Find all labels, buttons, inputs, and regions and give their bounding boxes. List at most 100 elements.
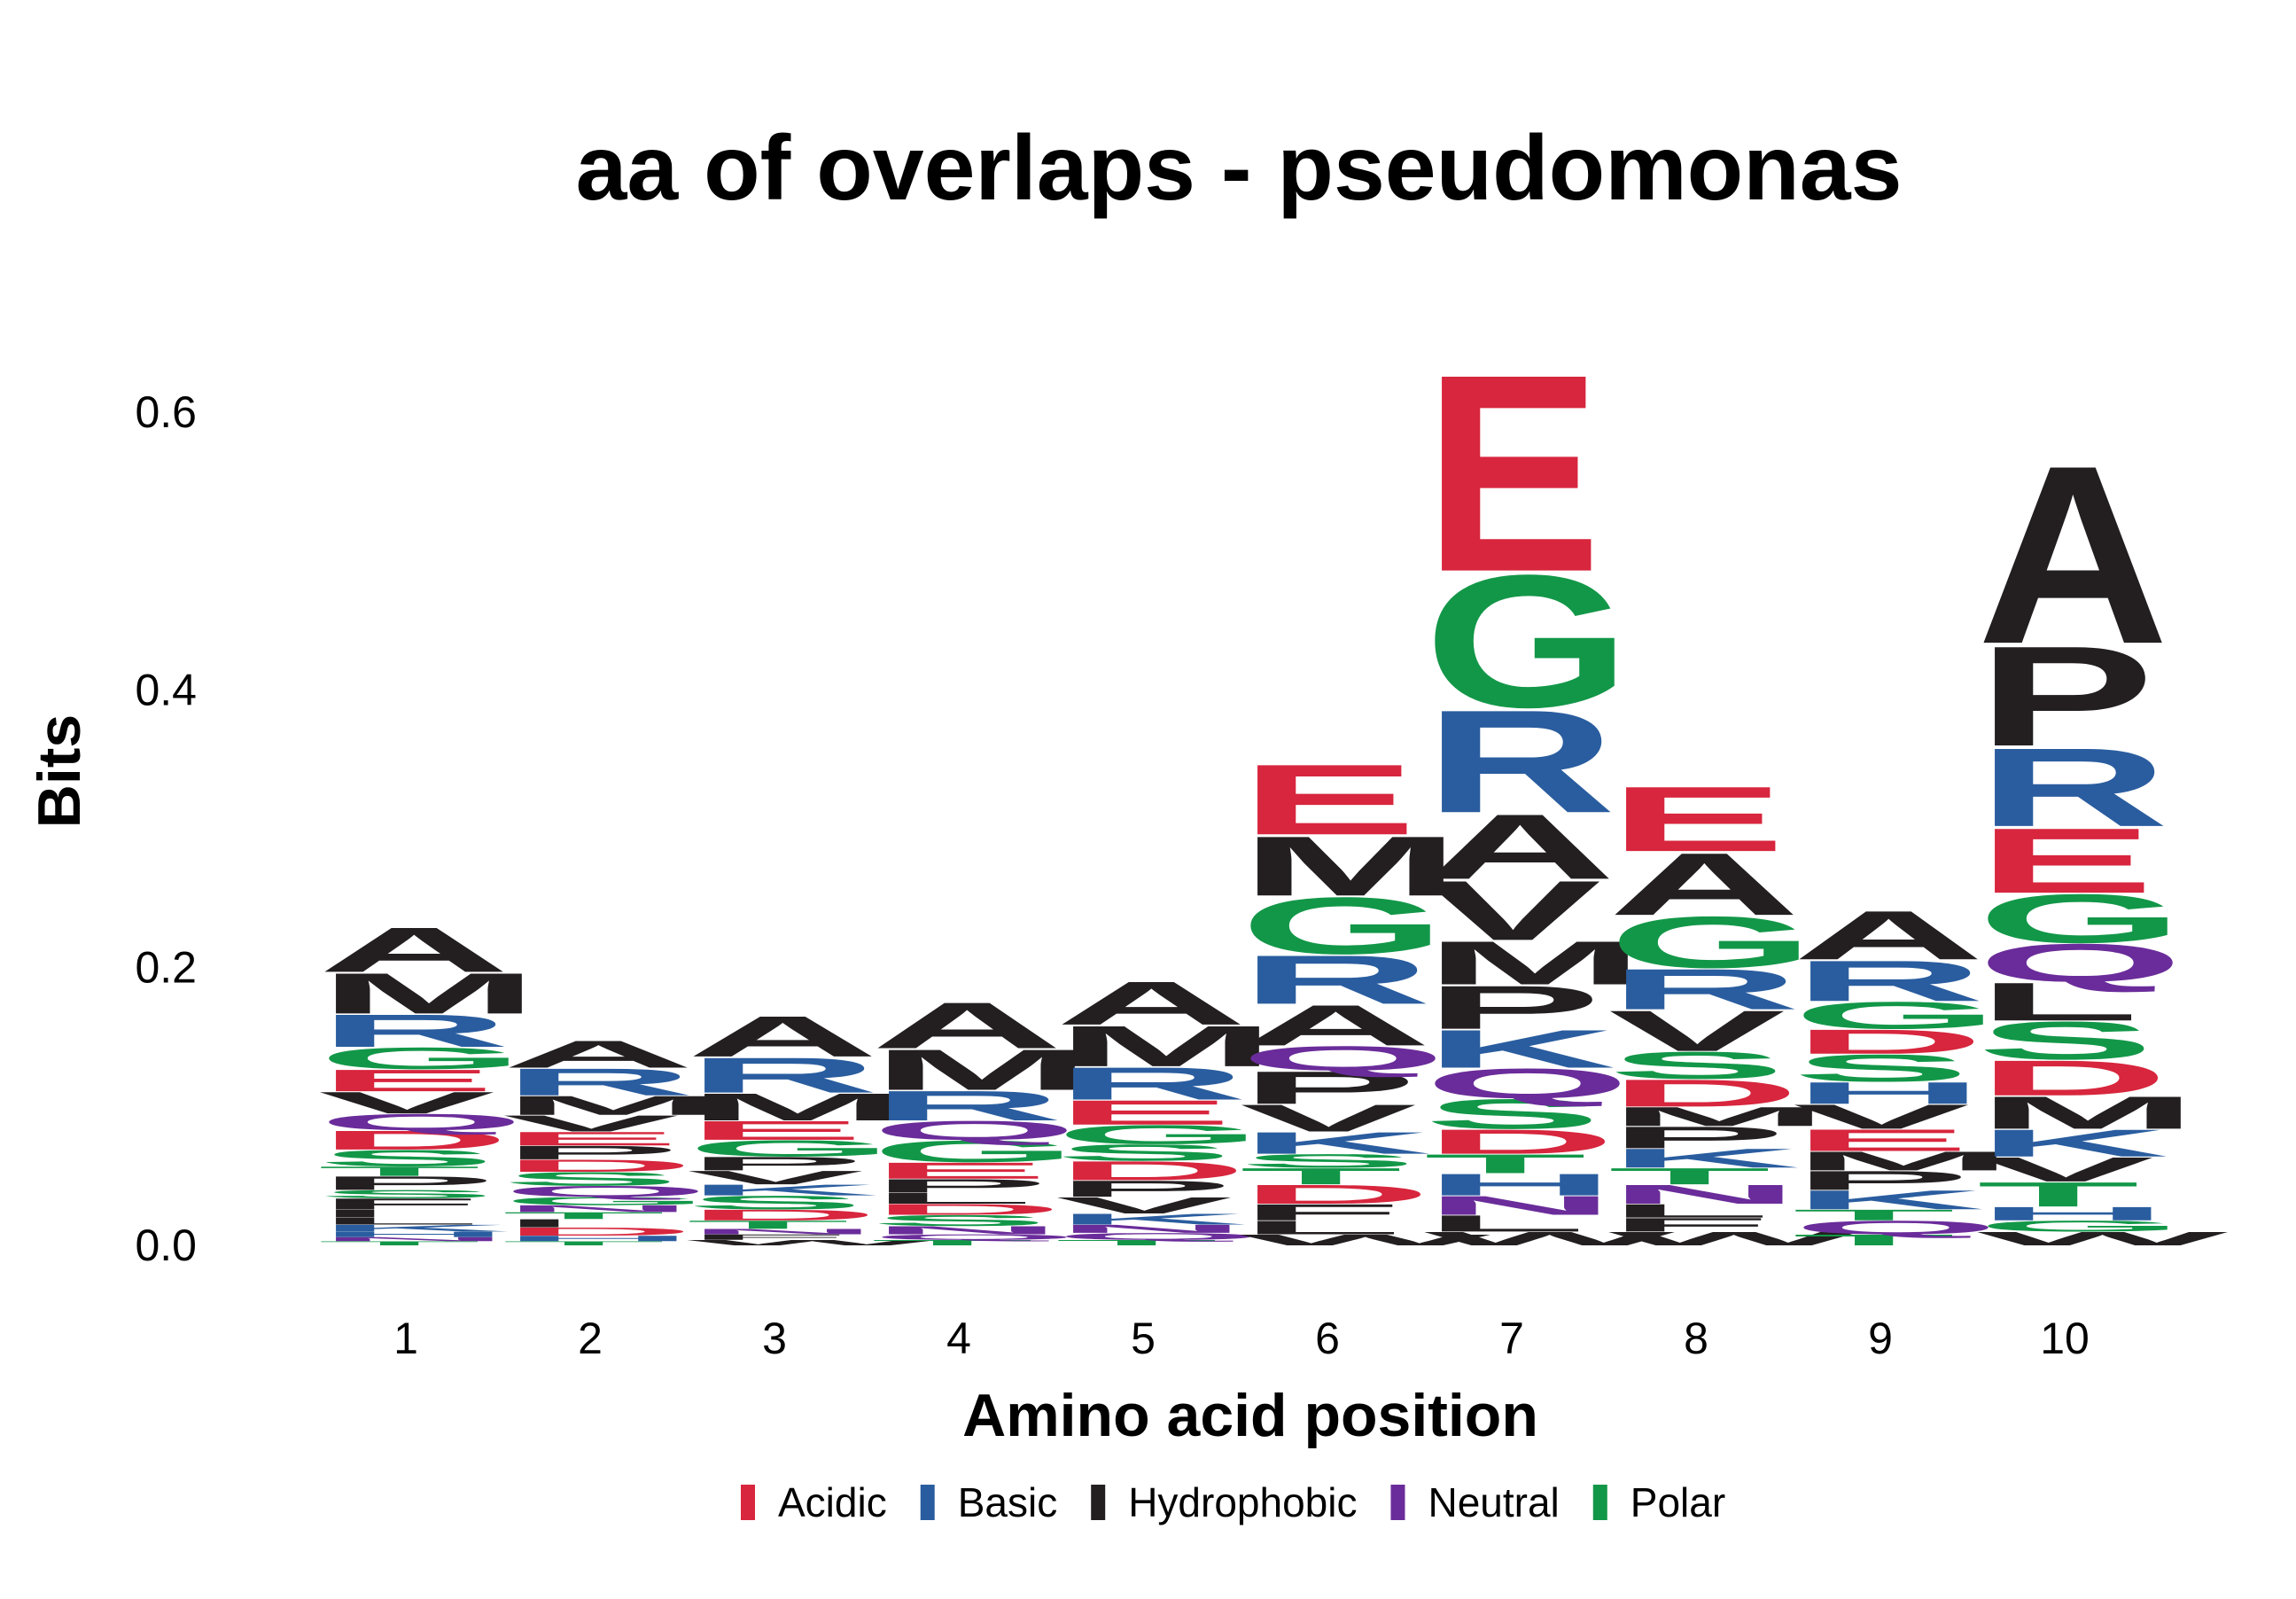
logo-letter-M: M — [871, 1038, 1093, 1103]
x-axis-title: Amino acid position — [962, 1382, 1538, 1449]
logo-letter-S: S — [1055, 1140, 1233, 1166]
chart-title: aa of overlaps - pseudomonas — [576, 117, 1903, 220]
legend-swatch — [1091, 1485, 1106, 1520]
logo-letter-Q: Q — [1424, 1060, 1631, 1107]
logo-letter-F: F — [687, 1233, 849, 1242]
logo-letter-T: T — [871, 1238, 1033, 1247]
logo-letter-W: W — [1977, 1228, 2229, 1249]
logo-letter-D: D — [1240, 1180, 1432, 1210]
x-tick-label: 1 — [393, 1314, 418, 1363]
logo-letter-K: K — [687, 1182, 879, 1198]
legend-label: Basic — [958, 1479, 1057, 1525]
legend-swatch — [1592, 1485, 1607, 1520]
logo-letter-G: G — [687, 1135, 893, 1161]
logo-letter-T: T — [1793, 1231, 1955, 1248]
logo-letter-K: K — [1424, 1018, 1616, 1079]
logo-letter-G: G — [1055, 1119, 1262, 1150]
logo-letter-E: E — [871, 1158, 1048, 1183]
logo-letter-W: W — [1608, 1228, 1860, 1249]
logo-letter-S: S — [1240, 1150, 1417, 1172]
logo-letter-R: R — [1793, 948, 1985, 1013]
logo-letter-M: M — [318, 961, 540, 1026]
x-axis-ticks: 1 2 3 4 5 6 7 8 9 10 — [393, 1314, 2090, 1363]
logo-letter-R: R — [1608, 957, 1801, 1022]
logo-letter-D: D — [318, 1125, 510, 1155]
logo-letter-V: V — [1977, 1150, 2154, 1190]
logo-letter-Q: Q — [871, 1116, 1078, 1146]
logo-letter-Q: Q — [1055, 1231, 1262, 1242]
logo-letter-L: L — [1240, 1217, 1402, 1238]
logo-letter-W: W — [1240, 1231, 1491, 1248]
y-tick-label: 0.2 — [135, 943, 197, 993]
logo-letter-A: A — [1608, 835, 1801, 933]
logo-letter-S: S — [502, 1168, 680, 1190]
x-tick-label: 2 — [578, 1314, 603, 1363]
logo-letter-M: M — [502, 1090, 724, 1120]
x-tick-label: 6 — [1315, 1314, 1340, 1363]
legend-label: Neutral — [1428, 1479, 1559, 1525]
logo-letter-P: P — [1793, 1166, 1970, 1196]
logo-letter-D: D — [502, 1156, 695, 1175]
logo-letter-I: I — [502, 1217, 576, 1230]
logo-letter-E: E — [1977, 809, 2154, 913]
logo-letter-N: N — [1055, 1222, 1248, 1236]
logo-letter-R: R — [687, 1048, 879, 1104]
logo-letter-E: E — [1240, 744, 1417, 855]
logo-letter-L: L — [1977, 971, 2139, 1032]
logo-letter-S: S — [687, 1192, 864, 1213]
logo-letter-P: P — [318, 1173, 495, 1194]
logo-letter-G: G — [1608, 901, 1815, 983]
logo-letter-G: G — [1424, 536, 1631, 747]
logo-letter-N: N — [871, 1224, 1063, 1237]
x-tick-label: 5 — [1131, 1314, 1156, 1363]
logo-letter-A: A — [1424, 795, 1616, 899]
logo-letter-Q: Q — [502, 1183, 709, 1200]
logo-letter-D: D — [1424, 1122, 1616, 1161]
logo-letter-H: H — [1424, 1167, 1616, 1202]
logo-letter-S: S — [1424, 1090, 1601, 1137]
logo-letter-A: A — [1240, 993, 1432, 1057]
y-tick-label: 0.6 — [135, 387, 197, 437]
logo-letter-F: F — [1240, 1199, 1402, 1225]
x-tick-label: 4 — [946, 1314, 971, 1363]
logo-letter-M: M — [687, 1086, 908, 1129]
logo-letter-R: R — [318, 1005, 510, 1057]
legend-label: Polar — [1631, 1479, 1725, 1525]
logo-letter-H: H — [1793, 1076, 1985, 1111]
logo-letter-T: T — [318, 1164, 480, 1179]
logo-letter-S: S — [1793, 1047, 1970, 1090]
logo-letter-T: T — [1055, 1238, 1218, 1247]
logo-letter-E: E — [1793, 1123, 1970, 1158]
logo-letter-V: V — [318, 1086, 495, 1120]
logo-letter-F: F — [318, 1196, 480, 1213]
logo-letter-N: N — [1608, 1180, 1801, 1210]
logo-letter-A: A — [1055, 969, 1248, 1038]
logo-letter-L: L — [1608, 1200, 1771, 1221]
x-tick-label: 9 — [1868, 1314, 1893, 1363]
logo-letter-K: K — [1240, 1126, 1432, 1160]
logo-letter-L: L — [318, 1216, 480, 1227]
logo-letter-K: K — [1608, 1143, 1801, 1174]
logo-letter-T: T — [687, 1218, 849, 1231]
logo-letter-E: E — [1608, 768, 1786, 871]
logo-letter-M: M — [1793, 1146, 2014, 1176]
y-axis-ticks: 0.0 0.2 0.4 0.6 — [135, 387, 197, 1270]
y-tick-label: 0.4 — [135, 665, 197, 714]
logo-letter-V: V — [687, 1166, 864, 1188]
logo-letter-D: D — [1977, 1050, 2169, 1106]
logo-letter-P: P — [502, 1142, 680, 1163]
logo-letter-G: G — [1977, 880, 2183, 957]
logo-letter-V: V — [1793, 1097, 1970, 1136]
logo-letter-D: D — [502, 1225, 695, 1238]
logo-letter-P: P — [1608, 1120, 1786, 1155]
logo-letter-V: V — [502, 1111, 680, 1136]
y-tick-label: 0.0 — [135, 1221, 197, 1270]
logo-letter-E: E — [1424, 316, 1601, 631]
logo-letter-L: L — [1424, 1211, 1586, 1236]
logo-letter-E: E — [502, 1128, 680, 1150]
logo-letter-T: T — [1608, 1164, 1771, 1190]
logo-letter-K: K — [1055, 1211, 1248, 1228]
logo-letter-P: P — [1977, 617, 2154, 776]
legend-swatch — [1390, 1485, 1405, 1520]
logo-letter-G: G — [318, 1041, 525, 1076]
